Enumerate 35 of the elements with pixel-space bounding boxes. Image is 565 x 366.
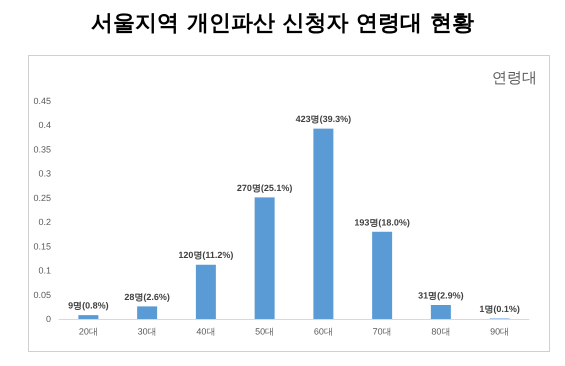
x-tick-label: 40대 <box>196 326 216 336</box>
data-label: 270명(25.1%) <box>236 182 292 193</box>
data-label: 120명(11.2%) <box>178 250 234 260</box>
y-tick-label: 0.25 <box>33 192 51 203</box>
data-label: 28명(2.6%) <box>124 292 170 302</box>
x-tick-label: 20대 <box>78 326 98 336</box>
y-tick-label: 0.45 <box>33 96 51 106</box>
x-tick-label: 30대 <box>138 326 157 336</box>
y-tick-label: 0 <box>46 314 51 324</box>
y-tick-label: 0.3 <box>38 168 51 179</box>
data-label: 9명(0.8%) <box>68 300 109 311</box>
data-label: 423명(39.3%) <box>296 114 352 124</box>
y-tick-label: 0.4 <box>38 120 51 130</box>
bar <box>430 304 451 319</box>
bar <box>137 306 158 319</box>
x-tick-label: 60대 <box>314 326 333 336</box>
text: 연령대 <box>492 68 537 86</box>
x-tick-label: 70대 <box>372 326 392 336</box>
data-label: 31명(2.9%) <box>418 290 464 300</box>
bar <box>372 232 392 319</box>
y-tick-label: 0.05 <box>33 290 51 300</box>
data-label: 1명(0.1%) <box>479 304 520 314</box>
y-tick-label: 0.2 <box>38 217 51 228</box>
bar <box>313 128 334 319</box>
x-tick-label: 80대 <box>431 326 450 336</box>
bar <box>254 197 275 319</box>
y-tick-label: 0.15 <box>33 241 51 252</box>
x-tick-label: 50대 <box>255 326 274 336</box>
x-tick-label: 90대 <box>490 326 510 336</box>
y-tick-label: 0.1 <box>38 266 51 276</box>
chart-title: 서울지역 개인파산 신청자 연령대 현황 <box>90 10 475 38</box>
bar <box>196 264 216 319</box>
data-label: 193명(18.0%) <box>354 217 410 228</box>
y-tick-label: 0.35 <box>33 144 51 154</box>
bar <box>78 315 98 319</box>
